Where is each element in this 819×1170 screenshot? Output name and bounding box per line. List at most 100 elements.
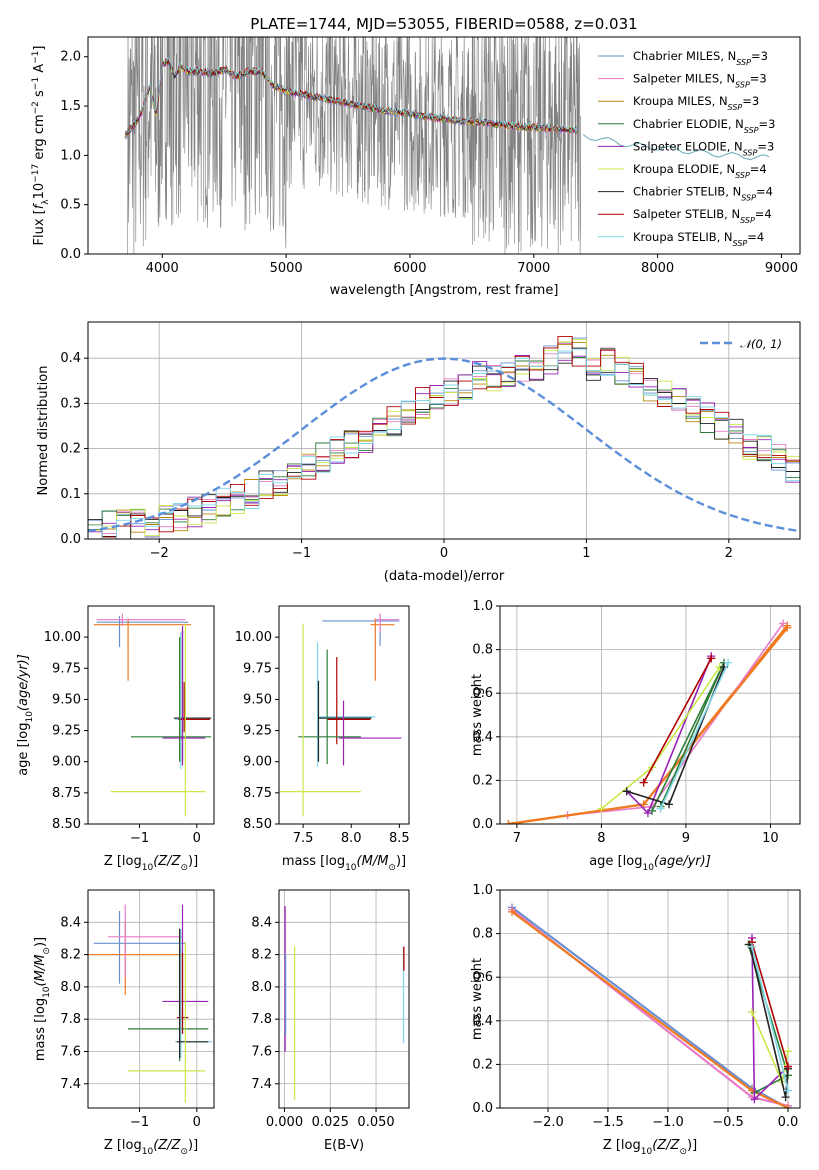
normal-distribution-curve [88, 357, 800, 533]
point-marker [748, 1008, 756, 1017]
x-tick-label: −0.5 [712, 1115, 744, 1130]
x-tick-label: 7.5 [293, 831, 314, 846]
mass-weight-line [751, 946, 789, 1091]
y-tick-label: 0.0 [472, 817, 493, 832]
y-tick-label: 0.6 [472, 686, 493, 701]
x-tick-label: 10 [762, 831, 779, 846]
y-tick-label: 0.8 [472, 643, 493, 658]
mass-weight-line [508, 627, 789, 824]
x-tick-label: 8.5 [389, 831, 410, 846]
legend-entry: Salpeter STELIB, NSSP=4 [633, 207, 772, 225]
weight-vs-metallicity-panel: −2.0 −1.5 −1.0 −0.5 0.0 0.0 0.2 0.4 0.6 0.8 1.0 Z [… [470, 883, 801, 1157]
residual-histogram-panel: −2 −1 0 1 2 0.0 0.1 0.2 0.3 0.4 (data-model)/error… [36, 321, 801, 584]
y-tick-label: 8.0 [251, 980, 272, 995]
x-tick-label: −1.5 [592, 1115, 624, 1130]
residual-histogram-step [88, 348, 800, 539]
x-tick-label: 0 [193, 1115, 201, 1130]
y-tick-label: 8.75 [243, 786, 272, 801]
y-tick-label: 8.2 [60, 948, 81, 963]
y-tick-label: 7.4 [60, 1077, 81, 1092]
x-tick-label: −1 [292, 546, 311, 561]
observed-spectrum-line [127, 37, 582, 254]
legend-entry: Chabrier MILES, NSSP=3 [633, 49, 768, 67]
y-tick-label: 9.00 [52, 755, 81, 770]
x-tick-label: −1 [130, 1115, 149, 1130]
y-tick-label: 9.25 [52, 724, 81, 739]
x-tick-label: 0.025 [312, 1115, 349, 1130]
plot-area [88, 335, 800, 539]
y-tick-label: 8.4 [60, 915, 81, 930]
point-marker [597, 804, 606, 813]
x-tick-label: 8000 [641, 261, 674, 276]
y-tick-label: 7.6 [251, 1044, 272, 1059]
legend-entry: 𝒩(0, 1) [740, 337, 782, 351]
y-axis-label: mass weight [470, 958, 485, 1040]
y-tick-label: 0.0 [60, 247, 81, 262]
x-tick-label: 0.050 [357, 1115, 394, 1130]
axes-frame [499, 605, 801, 825]
mass-vs-ebv-panel: 0.000 0.025 0.050 7.4 7.6 7.8 8.0 8.2 8.4 E(B-V) [251, 889, 410, 1153]
x-tick-label: 0 [193, 831, 201, 846]
x-tick-label: 9000 [765, 261, 798, 276]
legend-entry: Kroupa ELODIE, NSSP=4 [633, 162, 767, 180]
legend-entry: Salpeter ELODIE, NSSP=3 [633, 139, 774, 157]
point-marker [750, 1095, 759, 1104]
x-tick-label: 2 [725, 546, 733, 561]
x-tick-label: 7 [513, 831, 521, 846]
plot-area [93, 613, 212, 817]
x-axis-label: wavelength [Angstrom, rest frame] [330, 283, 559, 298]
legend-entry: Kroupa MILES, NSSP=3 [633, 94, 759, 112]
axes-frame [87, 36, 801, 255]
point-marker [748, 942, 756, 951]
x-tick-label: 4000 [146, 261, 179, 276]
mass-weight-line [751, 942, 789, 1067]
y-tick-label: 1.5 [60, 99, 81, 114]
plot-area [88, 904, 213, 1104]
y-tick-label: 0.2 [472, 1057, 493, 1072]
axes-frame [87, 321, 801, 540]
y-tick-label: 0.4 [472, 1014, 493, 1029]
axes-frame [278, 889, 410, 1109]
mass-weight-line [659, 662, 729, 810]
x-tick-label: −2.0 [532, 1115, 564, 1130]
y-tick-label: 8.50 [52, 817, 81, 832]
chart-title: PLATE=1744, MJD=53055, FIBERID=0588, z=0… [250, 15, 637, 33]
mass-weight-line [508, 624, 789, 824]
y-tick-label: 9.50 [52, 692, 81, 707]
y-tick-label: 0.1 [60, 487, 81, 502]
y-tick-label: 0.3 [60, 396, 81, 411]
x-axis-label: Z [log10(Z/Z⊙)] [603, 1138, 697, 1157]
point-marker [665, 800, 674, 809]
point-marker [639, 778, 648, 787]
x-tick-label: 8 [597, 831, 605, 846]
x-tick-label: 8.0 [341, 831, 362, 846]
y-axis-label: age [log10(age/yr)] [16, 654, 35, 776]
point-marker [784, 1104, 792, 1108]
plot-area [504, 619, 792, 824]
x-tick-label: 7000 [517, 261, 550, 276]
y-tick-label: 10.00 [44, 630, 81, 645]
axes-frame [87, 605, 215, 825]
point-marker [781, 1093, 790, 1102]
mass-weight-line [511, 906, 789, 1108]
x-tick-label: −1.0 [652, 1115, 684, 1130]
y-tick-label: 7.4 [251, 1077, 272, 1092]
y-axis-label: Flux [fλ10−17 erg cm−2 s−1 A−1] [31, 46, 51, 246]
x-tick-label: 9 [682, 831, 690, 846]
y-tick-label: 8.2 [251, 948, 272, 963]
point-marker [639, 800, 648, 809]
point-marker [643, 809, 652, 818]
mass-vs-metallicity-panel: −1 0 7.4 7.6 7.8 8.0 8.2 8.4 Z [log10(Z/Z⊙)] mass… [33, 889, 215, 1157]
age-vs-mass-panel: 7.5 8.0 8.5 8.50 8.75 9.00 9.25 9.50 9.75 10.00 ma… [235, 605, 410, 873]
point-marker [707, 654, 716, 663]
x-axis-label: Z [log10(Z/Z⊙)] [104, 854, 198, 873]
point-marker [622, 787, 631, 796]
axes-frame [499, 889, 801, 1109]
point-marker [656, 804, 665, 813]
y-tick-label: 8.75 [52, 786, 81, 801]
x-tick-label: −1 [130, 831, 149, 846]
y-tick-label: 0.8 [472, 927, 493, 942]
model-fit-line [125, 57, 578, 134]
x-axis-label: mass [log10(M/M⊙)] [282, 854, 406, 873]
